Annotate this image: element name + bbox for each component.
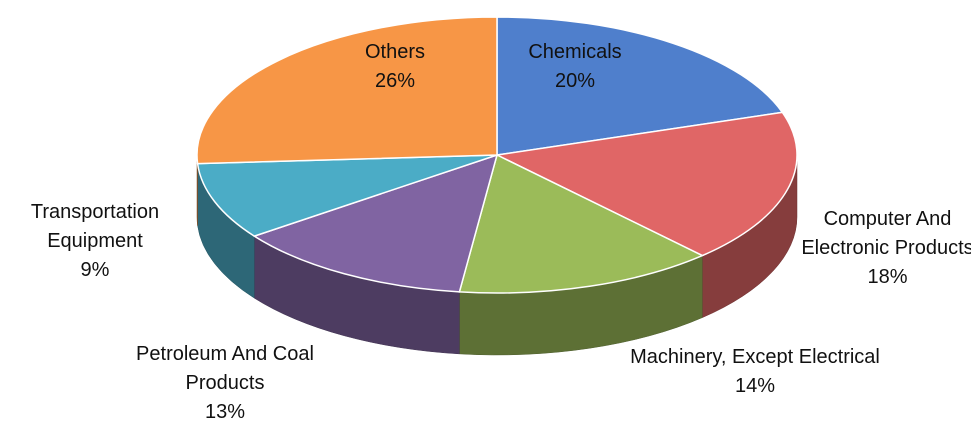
- value-label: 18%: [867, 266, 908, 288]
- value-label: 13%: [204, 401, 246, 423]
- category-label: Chemicals: [528, 41, 622, 63]
- slice-label: Computer And Electronic Products 18%: [800, 205, 971, 292]
- slice: [496, 16, 784, 156]
- slice: [252, 153, 499, 293]
- slice-label: Transportation Equipment 9%: [5, 198, 185, 285]
- category-label: Others: [364, 41, 426, 63]
- value-label: 20%: [554, 70, 596, 92]
- slice-label: Machinery, Except Electrical 14%: [630, 343, 880, 401]
- slice-label: Chemicals 20%: [505, 38, 645, 96]
- category-label: Transportation Equipment: [30, 201, 160, 252]
- value-label: 9%: [80, 259, 110, 281]
- value-label: 26%: [374, 70, 416, 92]
- slice: [196, 16, 498, 165]
- category-label: Computer And Electronic Products: [801, 208, 971, 259]
- slice: [196, 154, 498, 237]
- slice: [458, 153, 705, 294]
- slice-label: Petroleum And Coal Products 13%: [130, 340, 320, 427]
- value-label: 14%: [734, 375, 776, 397]
- slice-label: Others 26%: [330, 38, 460, 96]
- category-label: Petroleum And Coal Products: [136, 343, 314, 394]
- slice: [494, 111, 798, 257]
- category-label: Machinery, Except Electrical: [630, 346, 880, 368]
